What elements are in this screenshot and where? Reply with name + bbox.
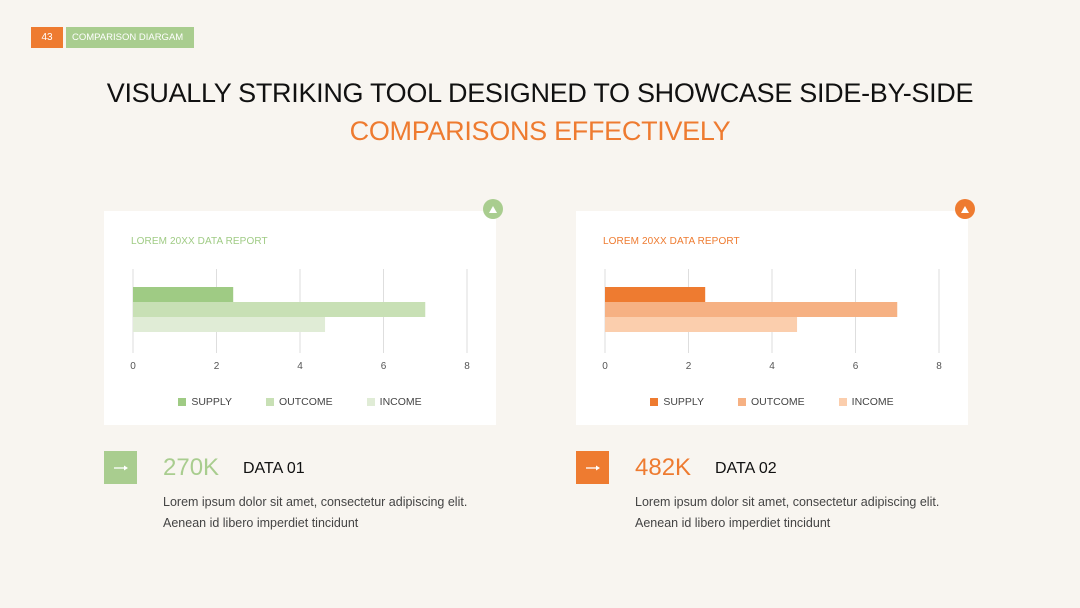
title-highlight: COMPARISONS EFFECTIVELY [349,116,731,146]
bar-income [133,317,326,332]
legend-swatch [178,398,187,406]
x-tick-label: 8 [936,361,942,372]
legend-label: OUTCOME [279,396,333,408]
chart-card-left: LOREM 20XX DATA REPORT 0 2 4 6 8 SUPPLY OUTCO… [104,211,496,425]
legend-label: SUPPLY [191,396,232,408]
slide-tag: 43 COMPARISON DIARGAM [31,27,195,48]
stat-value: 482K [635,454,692,481]
stat-label: DATA 01 [243,460,305,477]
bar-outcome [133,302,426,317]
legend-swatch [366,398,375,406]
chart-card-right: LOREM 20XX DATA REPORT 0 2 4 6 8 SUPPLY OUTCO… [576,211,968,425]
bar-supply [605,287,706,302]
slide-number: 43 [31,27,63,48]
right-arrow-icon [576,451,609,484]
x-tick-label: 2 [686,361,692,372]
up-triangle-icon [483,199,503,219]
bar-outcome [605,302,898,317]
right-arrow-icon [104,451,137,484]
stat-description: Lorem ipsum dolor sit amet, consectetur … [163,492,493,534]
description-line: Lorem ipsum dolor sit amet, consectetur … [635,495,940,509]
legend-item-income: INCOME [838,396,894,408]
legend-label: INCOME [379,396,422,408]
x-tick-label: 4 [769,361,775,372]
x-tick-label: 4 [297,361,303,372]
page-title: VISUALLY STRIKING TOOL DESIGNED TO SHOWC… [100,74,980,150]
legend-item-supply: SUPPLY [178,396,232,408]
stat-description: Lorem ipsum dolor sit amet, consectetur … [635,492,965,534]
legend-item-supply: SUPPLY [650,396,704,408]
legend-label: OUTCOME [751,396,805,408]
chart-legend: SUPPLY OUTCOME INCOME [576,396,968,408]
chart-legend: SUPPLY OUTCOME INCOME [104,396,496,408]
chart-title: LOREM 20XX DATA REPORT [603,236,740,247]
legend-swatch [650,398,659,406]
x-tick-label: 0 [130,361,136,372]
stat-label: DATA 02 [715,460,777,477]
chart-title: LOREM 20XX DATA REPORT [131,236,268,247]
legend-item-outcome: OUTCOME [738,396,805,408]
x-tick-label: 2 [214,361,220,372]
legend-swatch [838,398,847,406]
legend-swatch [738,398,746,406]
legend-label: INCOME [851,396,894,408]
x-tick-label: 6 [381,361,387,372]
legend-item-income: INCOME [366,396,422,408]
description-line: Aenean id libero imperdiet tincidunt [163,516,359,530]
description-line: Lorem ipsum dolor sit amet, consectetur … [163,495,468,509]
x-tick-label: 8 [464,361,470,372]
bar-supply [133,287,234,302]
bar-chart-left: 0 2 4 6 8 [130,269,470,372]
x-tick-label: 6 [853,361,859,372]
section-label: COMPARISON DIARGAM [66,27,195,48]
bar-chart-right: 0 2 4 6 8 [602,269,942,372]
legend-swatch [266,398,274,406]
title-text: VISUALLY STRIKING TOOL DESIGNED TO SHOWC… [106,78,974,108]
description-line: Aenean id libero imperdiet tincidunt [635,516,831,530]
stat-value: 270K [163,454,220,481]
legend-label: SUPPLY [663,396,704,408]
bar-income [605,317,798,332]
legend-item-outcome: OUTCOME [266,396,333,408]
x-tick-label: 0 [602,361,608,372]
up-triangle-icon [955,199,975,219]
